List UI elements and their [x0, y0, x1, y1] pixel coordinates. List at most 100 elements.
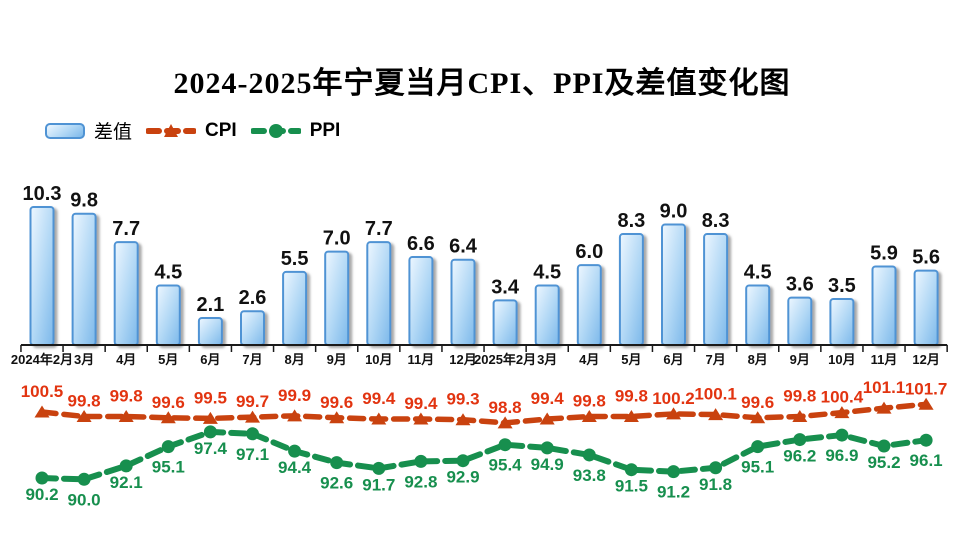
x-axis-label: 2024年2月 [11, 352, 73, 367]
cpi-marker-icon [876, 401, 892, 414]
ppi-marker-icon [793, 433, 807, 447]
cpi-marker-icon [750, 411, 766, 424]
cpi-value-label: 99.4 [404, 394, 438, 413]
ppi-value-label: 94.9 [531, 455, 564, 474]
diff-bar [29, 205, 55, 346]
cpi-value-label: 100.5 [21, 382, 64, 401]
ppi-marker-icon [203, 425, 217, 439]
x-axis-label: 5月 [621, 352, 641, 367]
cpi-marker-icon [160, 411, 176, 424]
cpi-marker-icon [245, 410, 260, 423]
ppi-marker-icon [372, 461, 386, 475]
diff-bar-value-label: 6.0 [575, 241, 603, 263]
diff-bar-value-label: 3.5 [828, 275, 856, 297]
diff-bar-value-label: 5.5 [281, 248, 309, 270]
ppi-marker-icon [709, 461, 723, 475]
cpi-value-label: 100.1 [694, 385, 737, 404]
diff-bar-value-label: 5.9 [870, 243, 898, 265]
ppi-value-label: 95.1 [152, 458, 185, 477]
diff-bar-value-label: 2.1 [196, 294, 224, 316]
ppi-value-label: 91.2 [657, 483, 690, 502]
cpi-marker-icon [792, 409, 808, 422]
diff-bar-value-label: 2.6 [239, 287, 267, 309]
ppi-value-label: 91.7 [362, 475, 395, 494]
ppi-value-label: 91.8 [699, 475, 732, 494]
ppi-marker-icon [540, 441, 554, 455]
cpi-value-label: 100.4 [821, 388, 864, 407]
cpi-value-label: 101.1 [863, 378, 906, 397]
diff-bar [871, 265, 897, 347]
ppi-value-label: 96.2 [783, 447, 816, 466]
cpi-marker-icon [287, 409, 303, 422]
ppi-value-label: 92.9 [446, 468, 479, 487]
cpi-value-label: 99.6 [741, 393, 774, 412]
x-axis-label: 11月 [871, 352, 898, 367]
cpi-marker-icon [202, 411, 218, 424]
ppi-marker-icon [582, 448, 596, 462]
x-axis-label: 12月 [912, 352, 939, 367]
ppi-value-label: 94.4 [278, 458, 312, 477]
ppi-legend-circle-icon [268, 123, 283, 138]
ppi-marker-icon [624, 463, 638, 477]
diff-bar [240, 310, 265, 347]
x-axis-label: 7月 [242, 352, 262, 367]
cpi-value-label: 99.9 [278, 386, 311, 405]
diff-bar-value-label: 4.5 [533, 261, 561, 283]
diff-bar [576, 264, 602, 346]
diff-bar [155, 284, 181, 346]
ppi-value-label: 95.1 [741, 458, 774, 477]
diff-bar-value-label: 3.6 [786, 274, 814, 296]
ppi-line-swatch-icon [250, 123, 301, 138]
diff-bar-value-label: 7.0 [323, 228, 351, 250]
cpi-marker-icon [539, 412, 555, 425]
ppi-marker-icon [835, 428, 849, 442]
diff-bar-value-label: 7.7 [112, 218, 140, 240]
diff-bar [113, 241, 139, 346]
ppi-value-label: 96.9 [825, 446, 858, 465]
legend-item-diff: 差值 [45, 117, 132, 144]
ppi-marker-icon [35, 471, 49, 485]
diff-bar-value-label: 9.8 [70, 190, 98, 212]
ppi-value-label: 93.8 [573, 466, 606, 485]
cpi-value-label: 101.7 [905, 379, 948, 398]
ppi-value-label: 90.2 [25, 485, 58, 504]
diff-bar [408, 256, 434, 347]
cpi-line-swatch-icon [146, 123, 197, 137]
ppi-marker-icon [751, 440, 765, 454]
diff-bar [492, 299, 518, 347]
cpi-value-label: 99.6 [320, 393, 353, 412]
diff-bar [450, 258, 476, 346]
x-axis-label: 4月 [579, 352, 599, 367]
diff-bar-value-label: 6.6 [407, 233, 435, 255]
ppi-marker-icon [919, 433, 933, 447]
cpi-marker-icon [581, 409, 597, 422]
ppi-line [39, 428, 930, 483]
ppi-value-label: 96.1 [910, 451, 943, 470]
diff-bar-value-label: 8.3 [702, 210, 730, 232]
x-axis-label: 4月 [116, 352, 136, 367]
cpi-marker-icon [329, 411, 345, 424]
legend-item-cpi: CPI [146, 120, 237, 142]
legend-cpi-label: CPI [205, 119, 237, 141]
x-axis-label: 11月 [408, 352, 435, 367]
diff-bar-value-label: 10.3 [23, 183, 62, 205]
x-axis-label: 6月 [200, 352, 220, 367]
x-axis-label: 10月 [365, 352, 392, 367]
ppi-marker-icon [414, 454, 428, 468]
diff-bar [661, 223, 686, 346]
cpi-marker-icon [413, 412, 429, 425]
diff-bar [197, 316, 223, 347]
diff-bar [71, 212, 97, 346]
diff-bar [618, 233, 644, 347]
cpi-value-label: 99.7 [236, 392, 269, 411]
diff-bar [703, 233, 729, 347]
ppi-marker-icon [77, 472, 91, 486]
cpi-marker-icon [834, 406, 850, 419]
diff-bar-swatch-icon [45, 122, 85, 139]
diff-bar-value-label: 4.5 [744, 261, 772, 283]
x-axis-label: 5月 [158, 352, 178, 367]
cpi-value-label: 99.4 [531, 389, 565, 408]
cpi-marker-icon [708, 408, 724, 421]
x-axis-label: 7月 [705, 352, 725, 367]
x-axis-label: 8月 [284, 352, 304, 367]
